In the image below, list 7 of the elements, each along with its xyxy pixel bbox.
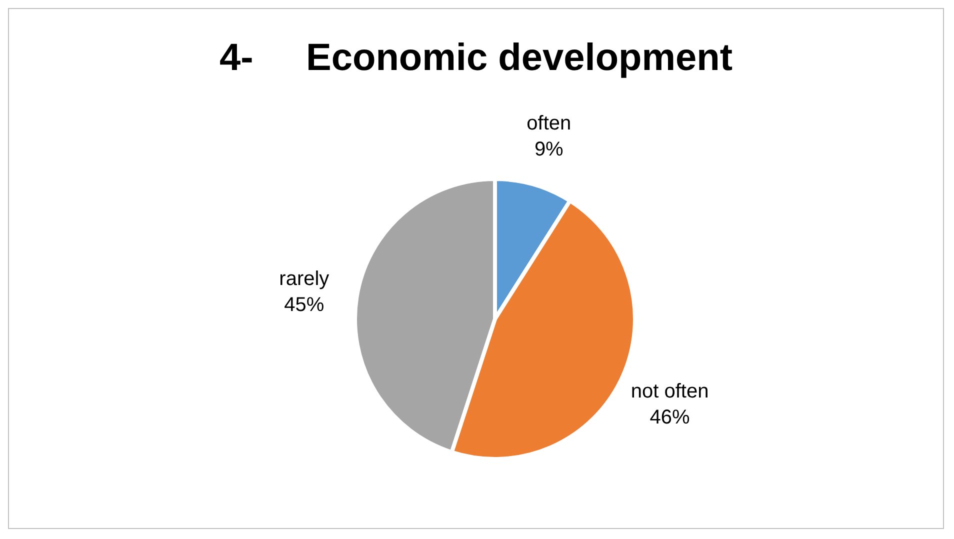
slice-label: often [526, 112, 572, 134]
data-label: 9% [534, 138, 564, 160]
slice-label: not often [630, 380, 709, 402]
data-label: 45% [284, 294, 324, 316]
chart-title: 4- Economic development [218, 36, 734, 81]
data-label: 46% [650, 406, 690, 428]
slice-label: rarely [279, 268, 330, 290]
